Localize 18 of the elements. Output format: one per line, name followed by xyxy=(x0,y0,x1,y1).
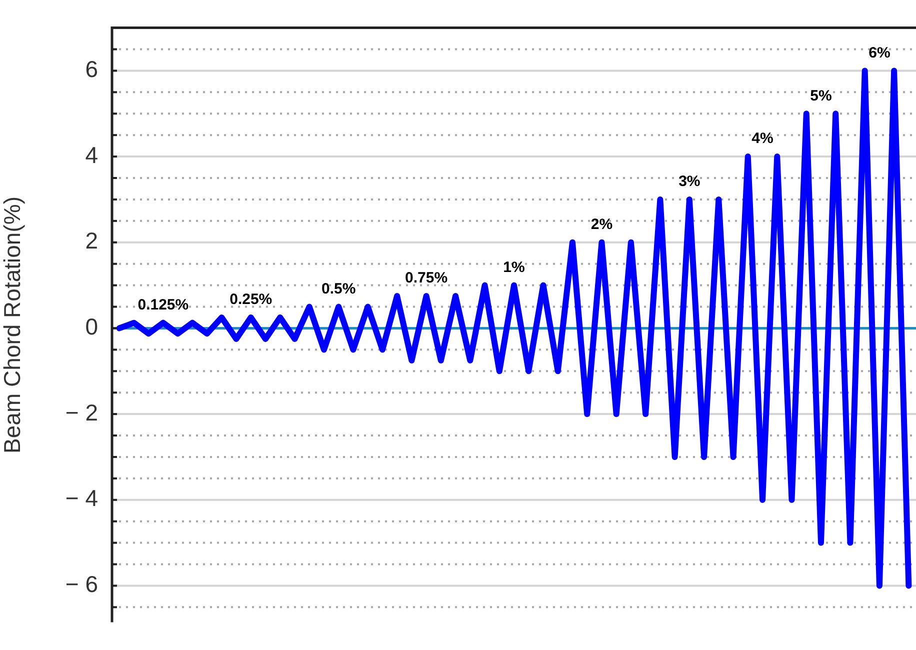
annotation: 6% xyxy=(868,44,890,62)
annotation: 0.25% xyxy=(230,291,272,308)
y-tick-label: − 4 xyxy=(65,485,98,512)
y-tick-label: 6 xyxy=(85,56,98,82)
annotation: 3% xyxy=(678,173,700,190)
annotation: 2% xyxy=(590,216,613,234)
annotation: 0.75% xyxy=(405,270,448,287)
y-tick-label: 0 xyxy=(85,314,98,340)
annotation: 1% xyxy=(503,258,525,276)
annotation: 5% xyxy=(810,87,832,104)
annotation: 0.5% xyxy=(321,280,356,298)
y-tick-label: 4 xyxy=(85,142,98,168)
y-tick-label: − 6 xyxy=(65,571,98,598)
annotation: 4% xyxy=(752,130,774,148)
y-tick-label: − 2 xyxy=(65,399,98,426)
annotation: 0.125% xyxy=(138,296,189,314)
y-tick-label: 2 xyxy=(85,228,98,254)
y-axis-title: Beam Chord Rotation(%) xyxy=(0,196,26,454)
